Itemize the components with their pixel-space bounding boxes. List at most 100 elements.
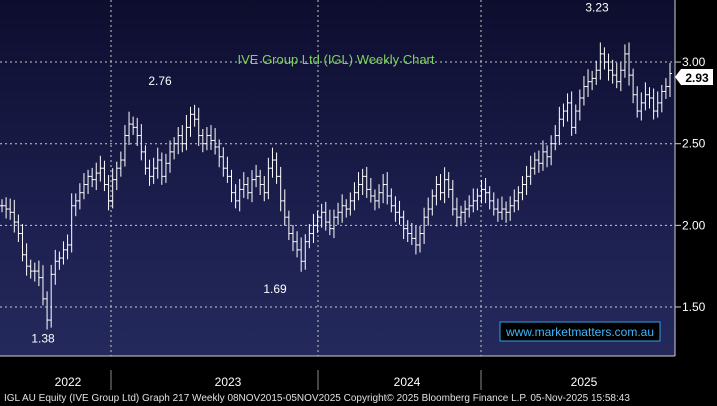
price-bar (147, 159, 152, 186)
price-bar (311, 213, 316, 243)
source-line: IGL AU Equity (IVE Group Ltd) Graph 217 … (4, 393, 630, 404)
price-bar (315, 210, 320, 233)
price-bar (262, 176, 267, 202)
price-bar (557, 106, 562, 146)
price-bar (446, 172, 451, 198)
price-bar (81, 173, 86, 200)
price-bar (196, 107, 201, 146)
x-tick-label: 2022 (55, 375, 82, 389)
price-bar (540, 140, 545, 171)
price-bar (516, 186, 521, 211)
price-bar (487, 186, 492, 210)
price-bar (614, 62, 619, 89)
price-bar (65, 234, 70, 260)
price-bar (553, 125, 558, 151)
footer-bar (0, 390, 717, 406)
price-bar (389, 188, 394, 213)
price-bar (229, 169, 234, 203)
price-bar (49, 264, 54, 328)
right-axis-panel (675, 0, 717, 356)
price-bar (53, 249, 58, 285)
price-bar (327, 209, 332, 236)
price-bar (454, 197, 459, 227)
price-bar (16, 214, 21, 243)
price-bar (114, 161, 119, 191)
price-bar (401, 210, 406, 240)
price-bar (409, 223, 414, 245)
price-bar (155, 147, 160, 179)
price-bar (491, 192, 496, 216)
price-bar (618, 62, 623, 92)
price-bar (458, 205, 463, 225)
price-bar (643, 82, 648, 111)
price-bar (393, 196, 398, 222)
price-bar (102, 160, 107, 192)
price-bar (36, 260, 41, 287)
price-bar (168, 140, 173, 173)
price-bar (344, 199, 349, 218)
price-bar (94, 162, 99, 191)
price-bar (512, 189, 517, 213)
price-bar (286, 210, 291, 241)
price-bar (549, 135, 554, 166)
price-bar (20, 224, 25, 262)
price-bar (225, 156, 230, 183)
last-price-tag: 2.93 (675, 69, 713, 85)
price-bar (532, 152, 537, 175)
price-bar (385, 172, 390, 205)
annotations: 1.38 2.76 1.69 3.23 (31, 0, 609, 345)
price-bar (90, 167, 95, 188)
price-bar (635, 86, 640, 118)
price-bar (663, 78, 668, 99)
price-bar (545, 145, 550, 168)
price-bar (352, 182, 357, 211)
price-bar (282, 189, 287, 226)
price-bar (57, 251, 62, 270)
x-axis-panel (0, 356, 717, 390)
price-bar (467, 195, 472, 218)
price-bar (24, 243, 29, 276)
price-bar (12, 199, 17, 233)
y-axis-ticks: 3.00 2.50 2.00 1.50 (675, 55, 706, 314)
price-bar (151, 157, 156, 184)
price-bar (245, 177, 250, 200)
price-bar (40, 265, 45, 306)
price-bar (98, 155, 103, 182)
x-axis-ticks: 2022 2023 2024 2025 (55, 370, 598, 390)
price-bar (569, 91, 574, 136)
price-bar (4, 197, 9, 219)
price-bar (159, 152, 164, 185)
price-bar (594, 60, 599, 85)
price-bar (659, 84, 664, 113)
price-bar (32, 262, 37, 282)
gridlines (0, 0, 675, 356)
price-bar (200, 129, 205, 153)
price-bar (483, 178, 488, 204)
price-bar (364, 166, 369, 198)
price-bar (176, 127, 181, 155)
watermark-box: www.marketmatters.com.au (499, 321, 661, 342)
price-bar (528, 155, 533, 185)
price-bar (381, 174, 386, 204)
price-bar (475, 188, 480, 211)
price-bar (127, 111, 132, 146)
price-bar (163, 153, 168, 183)
price-bar (188, 106, 193, 137)
price-bar (426, 197, 431, 226)
price-bar (266, 157, 271, 200)
price-bar (135, 117, 140, 146)
x-tick-label: 2025 (571, 375, 598, 389)
price-bar (647, 87, 652, 109)
watermark-text: www.marketmatters.com.au (505, 325, 654, 339)
y-tick-label: 2.50 (682, 137, 706, 151)
price-bar (471, 188, 476, 213)
price-bar (520, 176, 525, 201)
price-bar (442, 167, 447, 204)
price-bar (221, 147, 226, 177)
price-bar (192, 104, 197, 127)
price-bar (631, 68, 636, 104)
price-bar (356, 172, 361, 201)
price-bar (405, 220, 410, 243)
price-bar (422, 207, 427, 244)
